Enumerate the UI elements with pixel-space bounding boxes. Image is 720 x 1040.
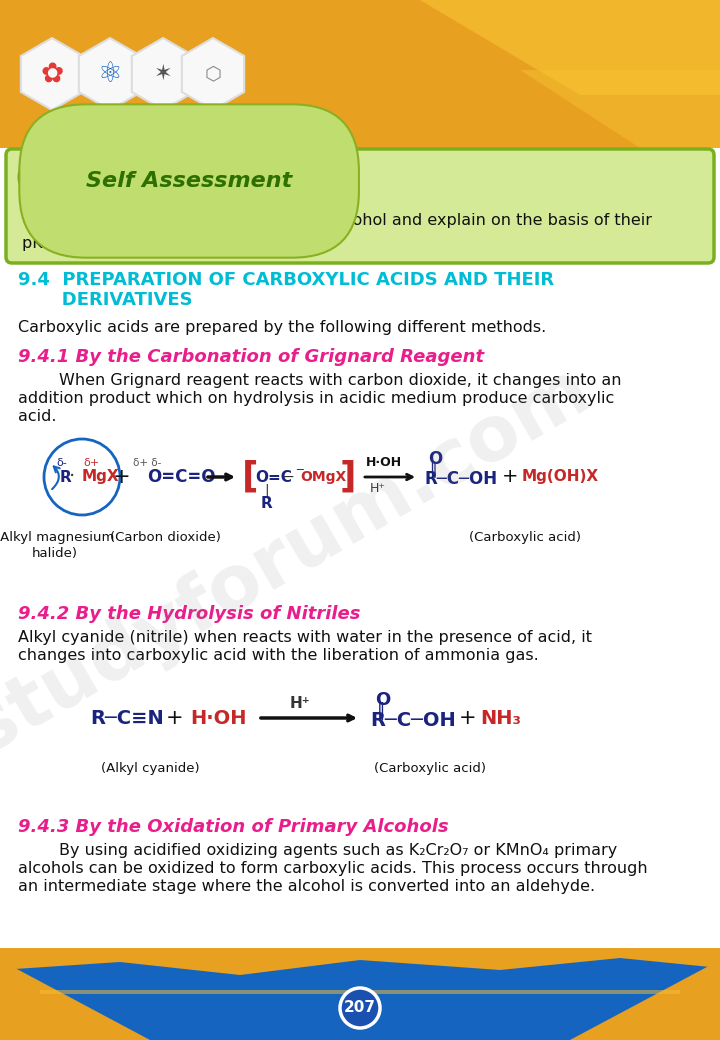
Text: +: + <box>166 708 184 728</box>
Text: 🚶: 🚶 <box>42 159 58 187</box>
Text: |: | <box>265 484 269 498</box>
Text: O: O <box>375 691 390 709</box>
Text: changes into carboxylic acid with the liberation of ammonia gas.: changes into carboxylic acid with the li… <box>18 648 539 664</box>
Polygon shape <box>78 38 141 110</box>
Text: ✶: ✶ <box>153 64 172 84</box>
Text: O=C=O: O=C=O <box>147 468 215 486</box>
Text: studyforum.com: studyforum.com <box>0 352 603 769</box>
Polygon shape <box>0 960 150 1040</box>
Polygon shape <box>0 0 720 148</box>
Text: halide): halide) <box>32 547 78 560</box>
Text: R: R <box>261 495 273 511</box>
Text: R: R <box>60 469 72 485</box>
Polygon shape <box>0 948 720 1040</box>
Text: R─C─OH: R─C─OH <box>424 470 497 488</box>
Text: 9.4.3 By the Oxidation of Primary Alcohols: 9.4.3 By the Oxidation of Primary Alcoho… <box>18 818 449 836</box>
Text: δ-: δ- <box>57 458 68 468</box>
Text: δ+: δ+ <box>83 458 99 468</box>
Text: OMgX: OMgX <box>300 470 346 484</box>
Text: ·: · <box>69 468 75 487</box>
Text: (Alkyl cyanide): (Alkyl cyanide) <box>101 762 199 775</box>
Text: H⁺: H⁺ <box>289 697 310 711</box>
Text: ─: ─ <box>284 469 292 485</box>
Text: DERIVATIVES: DERIVATIVES <box>18 291 193 309</box>
Text: addition product which on hydrolysis in acidic medium produce carboxylic: addition product which on hydrolysis in … <box>18 391 614 406</box>
Text: When Grignard reagent reacts with carbon dioxide, it changes into an: When Grignard reagent reacts with carbon… <box>18 373 621 388</box>
Polygon shape <box>21 38 84 110</box>
Text: [: [ <box>242 460 258 494</box>
Text: (Carboxylic acid): (Carboxylic acid) <box>469 531 581 544</box>
Text: Mg(OH)X: Mg(OH)X <box>522 469 599 485</box>
Polygon shape <box>420 0 720 95</box>
Text: alcohols can be oxidized to form carboxylic acids. This process occurs through: alcohols can be oxidized to form carboxy… <box>18 861 647 876</box>
Text: +: + <box>459 708 477 728</box>
Text: Carboxylic acids are prepared by the following different methods.: Carboxylic acids are prepared by the fol… <box>18 320 546 335</box>
Text: O=C: O=C <box>255 469 292 485</box>
Circle shape <box>340 988 380 1028</box>
Text: H·OH: H·OH <box>190 708 246 728</box>
Text: R─C─OH: R─C─OH <box>370 710 456 729</box>
Text: 207: 207 <box>344 1000 376 1015</box>
Text: O: O <box>428 450 442 468</box>
Polygon shape <box>0 988 720 1040</box>
Text: ‖: ‖ <box>377 702 385 720</box>
Text: By using acidified oxidizing agents such as K₂Cr₂O₇ or KMnO₄ primary: By using acidified oxidizing agents such… <box>18 843 617 858</box>
Ellipse shape <box>19 149 81 205</box>
Polygon shape <box>570 960 720 1040</box>
Text: Alkyl cyanide (nitrile) when reacts with water in the presence of acid, it: Alkyl cyanide (nitrile) when reacts with… <box>18 630 592 645</box>
Polygon shape <box>520 70 720 148</box>
Text: ⬡: ⬡ <box>204 64 222 83</box>
Text: 9.4.2 By the Hydrolysis of Nitriles: 9.4.2 By the Hydrolysis of Nitriles <box>18 605 361 623</box>
Text: ✿: ✿ <box>40 60 63 88</box>
Text: ‖: ‖ <box>429 462 437 478</box>
Text: +: + <box>502 468 518 487</box>
Polygon shape <box>182 38 244 110</box>
Text: (Alkyl magnesium: (Alkyl magnesium <box>0 531 114 544</box>
Polygon shape <box>0 958 720 1040</box>
FancyBboxPatch shape <box>6 149 714 263</box>
Text: Carboxylic acids are more acidic than alcohol and explain on the basis of their
: Carboxylic acids are more acidic than al… <box>22 213 652 251</box>
Text: NH₃: NH₃ <box>480 708 521 728</box>
Text: an intermediate stage where the alcohol is converted into an aldehyde.: an intermediate stage where the alcohol … <box>18 879 595 894</box>
Polygon shape <box>132 38 194 110</box>
Text: acid.: acid. <box>18 409 56 424</box>
Text: 9.4  PREPARATION OF CARBOXYLIC ACIDS AND THEIR: 9.4 PREPARATION OF CARBOXYLIC ACIDS AND … <box>18 271 554 289</box>
Text: ]: ] <box>340 460 356 494</box>
Polygon shape <box>40 990 680 994</box>
Text: (Carboxylic acid): (Carboxylic acid) <box>374 762 486 775</box>
Text: +: + <box>113 467 131 487</box>
Text: (Carbon dioxide): (Carbon dioxide) <box>109 531 220 544</box>
Text: MgX: MgX <box>82 469 120 485</box>
Polygon shape <box>0 148 720 178</box>
Text: 9.4.1 By the Carbonation of Grignard Reagent: 9.4.1 By the Carbonation of Grignard Rea… <box>18 348 484 366</box>
Text: R─C≡N: R─C≡N <box>90 708 163 728</box>
Text: H·OH: H·OH <box>366 457 402 469</box>
Text: ⚛: ⚛ <box>98 60 122 88</box>
Text: Self Assessment: Self Assessment <box>86 171 292 191</box>
Text: H⁺: H⁺ <box>370 483 386 495</box>
Text: δ+ δ-: δ+ δ- <box>132 458 161 468</box>
Text: ─: ─ <box>296 464 302 474</box>
